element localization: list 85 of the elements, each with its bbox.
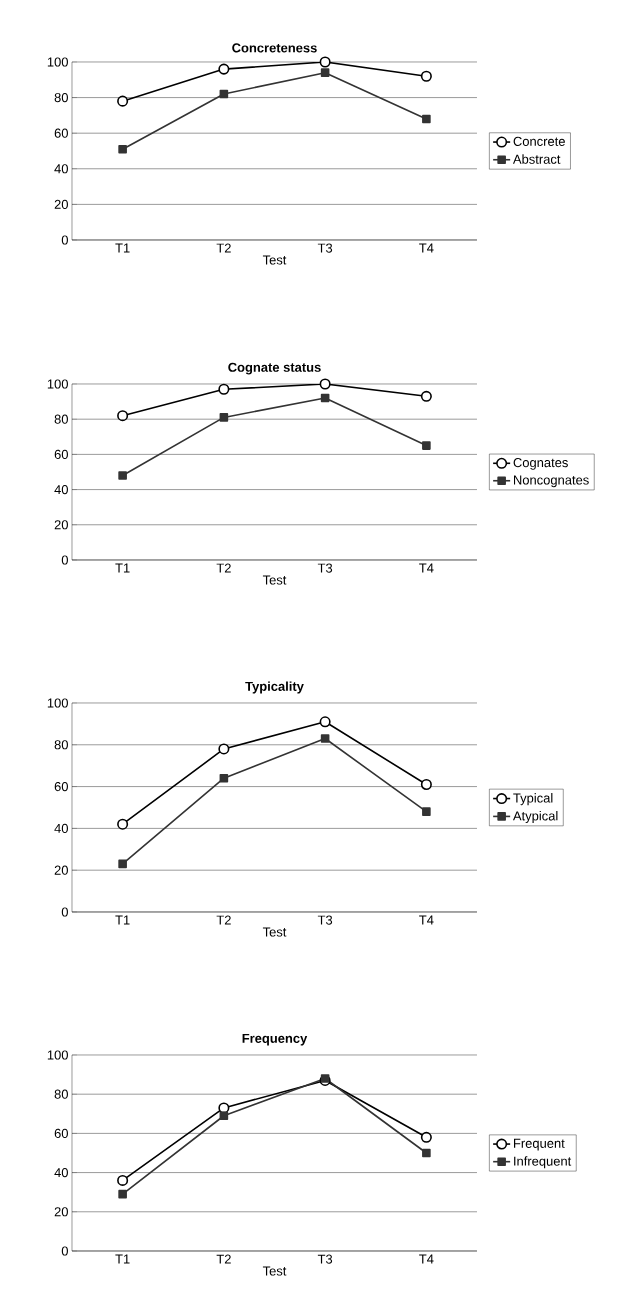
y-tick-label: 100 bbox=[47, 698, 68, 708]
x-axis-title: Test bbox=[262, 255, 287, 265]
point bbox=[219, 773, 229, 783]
point bbox=[420, 70, 432, 82]
y-tick-label: 40 bbox=[54, 484, 68, 495]
chart-title: Typicality bbox=[245, 681, 304, 694]
y-tick-label: 80 bbox=[54, 1089, 68, 1099]
point bbox=[218, 63, 230, 75]
y-tick-label: 100 bbox=[47, 379, 68, 389]
point bbox=[320, 734, 330, 743]
y-tick-label: 40 bbox=[54, 1168, 68, 1178]
y-tick-label: 0 bbox=[61, 907, 68, 917]
legend-label: Infrequent bbox=[514, 1156, 572, 1169]
x-tick-label: T4 bbox=[419, 915, 434, 925]
x-tick-label: T3 bbox=[317, 915, 333, 925]
point bbox=[422, 441, 431, 450]
point bbox=[118, 859, 127, 869]
legend-label: Frequent bbox=[514, 1138, 565, 1151]
x-tick-label: T2 bbox=[216, 563, 231, 573]
y-tick-label: 0 bbox=[61, 1246, 68, 1256]
y-tick-label: 80 bbox=[54, 414, 68, 424]
x-tick-label: T2 bbox=[216, 915, 231, 925]
y-tick-label: 60 bbox=[54, 781, 68, 792]
point bbox=[422, 807, 431, 816]
y-tick-label: 100 bbox=[47, 1050, 68, 1060]
y-tick-label: 40 bbox=[54, 823, 68, 833]
point bbox=[117, 95, 129, 107]
y-tick-label: 20 bbox=[54, 1207, 68, 1217]
y-tick-label: 0 bbox=[61, 555, 68, 565]
point bbox=[320, 393, 330, 403]
point bbox=[118, 1189, 127, 1199]
y-tick-label: 40 bbox=[54, 164, 68, 174]
point bbox=[117, 1174, 129, 1186]
point bbox=[420, 1131, 432, 1143]
y-tick-label: 60 bbox=[54, 1128, 68, 1138]
chart-title: Frequency bbox=[242, 1033, 308, 1046]
point bbox=[319, 56, 331, 68]
point bbox=[218, 383, 230, 395]
legend-label: Concrete bbox=[513, 136, 565, 146]
y-tick-label: 80 bbox=[54, 92, 68, 103]
point bbox=[118, 471, 127, 480]
point bbox=[320, 68, 330, 77]
y-tick-label: 80 bbox=[54, 740, 68, 750]
x-tick-label: T1 bbox=[115, 243, 130, 253]
point bbox=[422, 114, 431, 124]
point bbox=[218, 743, 230, 755]
y-tick-label: 20 bbox=[54, 865, 68, 875]
point bbox=[219, 1111, 229, 1121]
x-tick-label: T1 bbox=[115, 563, 130, 573]
chart-title: Concreteness bbox=[232, 43, 317, 53]
x-axis-title: Test bbox=[262, 575, 287, 585]
point bbox=[420, 390, 432, 402]
x-axis-title: Test bbox=[262, 1266, 287, 1276]
point bbox=[319, 378, 331, 390]
point bbox=[319, 716, 331, 728]
x-axis-title: Test bbox=[262, 927, 287, 937]
legend-label: Atypical bbox=[512, 810, 558, 824]
x-tick-label: T3 bbox=[317, 1254, 333, 1264]
y-tick-label: 20 bbox=[54, 520, 68, 530]
x-tick-label: T1 bbox=[115, 1254, 130, 1264]
point bbox=[219, 413, 229, 422]
point bbox=[422, 1148, 431, 1158]
legend-label: Noncognates bbox=[514, 475, 589, 488]
legend-label: Abstract bbox=[512, 154, 561, 164]
legend-label: Typical bbox=[513, 793, 553, 806]
point bbox=[117, 410, 129, 422]
legend-label: Cognates bbox=[513, 458, 568, 470]
y-tick-label: 20 bbox=[54, 199, 68, 209]
y-tick-label: 60 bbox=[54, 128, 68, 138]
point bbox=[117, 818, 129, 830]
y-tick-label: 0 bbox=[61, 235, 68, 245]
x-tick-label: T2 bbox=[216, 243, 231, 253]
x-tick-label: T4 bbox=[419, 1254, 434, 1264]
point bbox=[420, 778, 432, 791]
x-tick-label: T3 bbox=[317, 243, 333, 253]
chart-title: Cognate status bbox=[228, 362, 321, 375]
x-tick-label: T4 bbox=[419, 243, 434, 253]
x-tick-label: T1 bbox=[115, 915, 130, 925]
y-tick-label: 60 bbox=[54, 449, 68, 459]
point bbox=[118, 144, 127, 154]
x-tick-label: T2 bbox=[216, 1254, 231, 1264]
point bbox=[219, 89, 229, 99]
x-tick-label: T3 bbox=[317, 563, 333, 573]
x-tick-label: T4 bbox=[419, 563, 434, 573]
y-tick-label: 100 bbox=[47, 57, 68, 67]
